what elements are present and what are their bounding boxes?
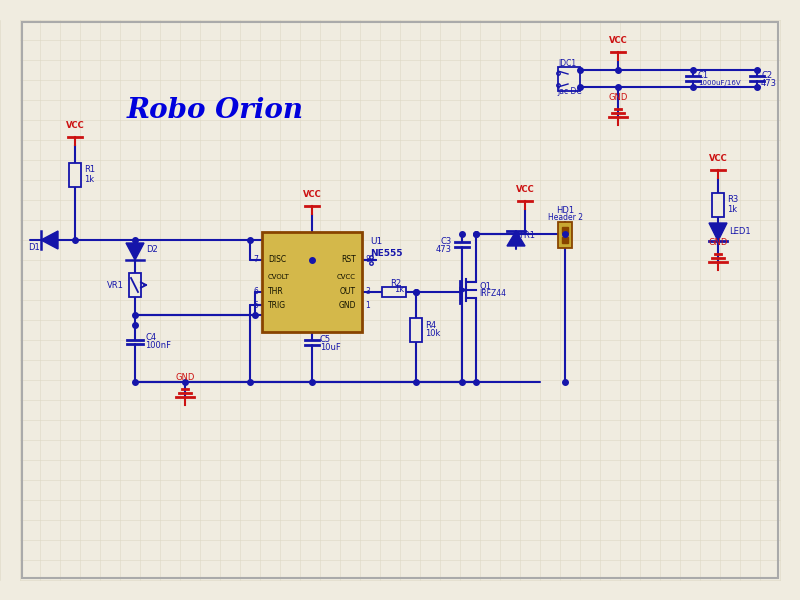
Text: GND: GND [338, 301, 356, 310]
Text: C1: C1 [698, 71, 709, 80]
Text: VCC: VCC [516, 185, 534, 194]
Bar [129, 273, 141, 297]
Text: VR1: VR1 [107, 280, 124, 289]
Text: 1k: 1k [727, 205, 737, 214]
Bar [410, 318, 422, 342]
Polygon shape [460, 287, 466, 293]
Bar [262, 232, 362, 332]
Text: THR: THR [268, 287, 284, 296]
Text: Jac DC: Jac DC [557, 87, 582, 96]
Text: 473: 473 [436, 245, 452, 253]
Text: Q1: Q1 [479, 281, 491, 290]
Bar [69, 163, 81, 187]
Polygon shape [41, 231, 58, 249]
Text: D2: D2 [146, 245, 158, 254]
Text: IRFZ44: IRFZ44 [479, 289, 506, 298]
Text: VCC: VCC [302, 190, 322, 199]
Text: R2: R2 [390, 278, 401, 287]
Polygon shape [507, 231, 525, 246]
Text: NE555: NE555 [370, 250, 402, 259]
Text: 3: 3 [365, 287, 370, 296]
Text: C5: C5 [320, 335, 331, 344]
Text: VCC: VCC [709, 154, 727, 163]
Text: VCC: VCC [609, 36, 627, 45]
Bar [382, 287, 406, 297]
Text: 100nF: 100nF [145, 341, 171, 350]
Bar [712, 193, 724, 217]
Text: R1: R1 [84, 166, 95, 175]
Text: CVCC: CVCC [337, 274, 356, 280]
Text: C2: C2 [761, 71, 772, 80]
Polygon shape [709, 223, 727, 241]
Text: Header 2: Header 2 [547, 213, 582, 222]
Text: 1: 1 [365, 301, 370, 310]
Text: CVOLT: CVOLT [268, 274, 290, 280]
Text: 10uF: 10uF [320, 343, 341, 352]
Text: C4: C4 [145, 334, 156, 343]
Text: 8: 8 [365, 256, 370, 265]
Text: 7: 7 [253, 256, 258, 265]
Text: TRIG: TRIG [268, 301, 286, 310]
Text: R4: R4 [425, 320, 436, 329]
Text: 10k: 10k [425, 329, 440, 338]
Text: 5: 5 [253, 301, 258, 310]
Text: 1k: 1k [84, 175, 94, 184]
Text: HD1: HD1 [556, 206, 574, 215]
Text: 6: 6 [253, 287, 258, 296]
Text: 1000uF/16V: 1000uF/16V [698, 80, 741, 86]
Text: GND: GND [708, 238, 728, 247]
Text: OUT: OUT [340, 287, 356, 296]
Bar [558, 67, 580, 91]
Text: VCC: VCC [66, 121, 84, 130]
Text: RST: RST [342, 256, 356, 265]
Text: Robo Orion: Robo Orion [126, 97, 303, 124]
Text: 473: 473 [761, 79, 777, 88]
Text: 1k: 1k [394, 286, 404, 295]
Text: R3: R3 [727, 196, 738, 205]
Text: GND: GND [608, 93, 628, 102]
Text: C3: C3 [441, 238, 452, 247]
Bar [558, 222, 572, 248]
Text: LED1: LED1 [729, 227, 750, 236]
Text: JDC1: JDC1 [558, 59, 576, 68]
Text: DISC: DISC [268, 256, 286, 265]
Text: U1: U1 [370, 238, 382, 247]
Polygon shape [126, 243, 144, 260]
Text: GND: GND [175, 373, 194, 382]
Text: D1: D1 [28, 243, 40, 252]
Text: FR1: FR1 [519, 232, 535, 241]
